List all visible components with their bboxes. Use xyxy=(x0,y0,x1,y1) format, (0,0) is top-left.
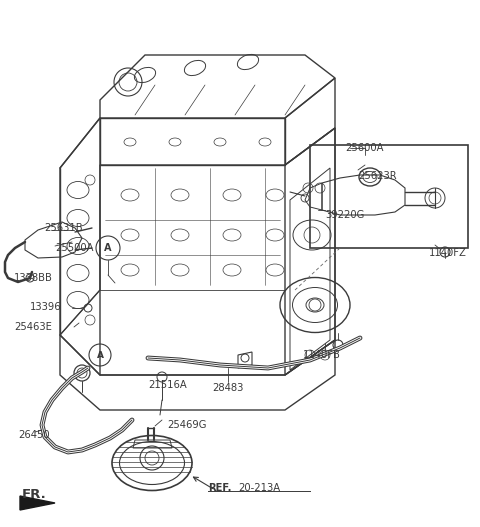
Text: 1140FZ: 1140FZ xyxy=(429,248,467,258)
Text: 25631B: 25631B xyxy=(44,223,83,233)
Polygon shape xyxy=(20,496,55,510)
Text: 21516A: 21516A xyxy=(149,380,187,390)
Text: 1140FB: 1140FB xyxy=(303,350,341,360)
Text: FR.: FR. xyxy=(22,489,47,502)
Text: A: A xyxy=(104,243,112,253)
Text: 25600A: 25600A xyxy=(346,143,384,153)
Text: 25463E: 25463E xyxy=(14,322,52,332)
Text: 25500A: 25500A xyxy=(55,243,94,253)
Text: 25469G: 25469G xyxy=(167,420,206,430)
Text: 25623R: 25623R xyxy=(358,171,396,181)
Text: 1338BB: 1338BB xyxy=(14,273,53,283)
Text: 39220G: 39220G xyxy=(325,210,364,220)
Bar xyxy=(310,145,468,248)
Text: 13396: 13396 xyxy=(30,302,61,312)
Text: 26450: 26450 xyxy=(18,430,49,440)
Text: 20-213A: 20-213A xyxy=(238,483,280,493)
Text: REF.: REF. xyxy=(208,483,231,493)
Text: 28483: 28483 xyxy=(212,383,244,393)
Text: A: A xyxy=(96,350,104,359)
